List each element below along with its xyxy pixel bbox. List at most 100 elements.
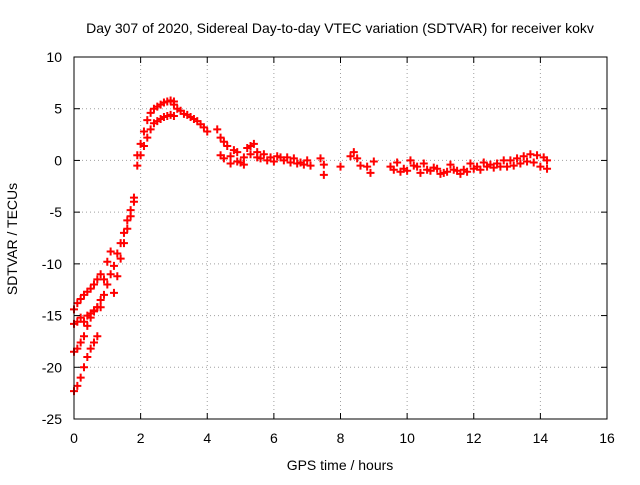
data-point (146, 125, 155, 134)
data-point (353, 154, 362, 163)
data-point (259, 150, 268, 159)
data-point (99, 290, 108, 299)
data-point (106, 270, 115, 279)
data-point (543, 156, 552, 165)
data-point (469, 164, 478, 173)
data-point (89, 338, 98, 347)
data-point (79, 317, 88, 326)
data-points (70, 96, 552, 396)
data-point (239, 160, 248, 169)
data-point (203, 127, 212, 136)
data-point (133, 161, 142, 170)
data-point (409, 161, 418, 170)
data-point (446, 160, 455, 169)
y-tick-label: -15 (42, 308, 62, 324)
data-point (136, 139, 145, 148)
data-point (96, 270, 105, 279)
data-point (143, 116, 152, 125)
x-tick-label: 14 (533, 430, 549, 446)
data-point (226, 152, 235, 161)
data-point (169, 100, 178, 109)
data-point (106, 247, 115, 256)
data-point (303, 156, 312, 165)
data-point (336, 162, 345, 171)
data-point (403, 166, 412, 175)
data-point (509, 161, 518, 170)
data-point (103, 280, 112, 289)
data-point (126, 212, 135, 221)
data-point (93, 275, 102, 284)
data-point (363, 162, 372, 171)
data-point (286, 158, 295, 167)
data-point (533, 151, 542, 160)
data-point (123, 224, 132, 233)
data-point (316, 154, 325, 163)
data-point (116, 254, 125, 263)
series-track-a (70, 110, 178, 396)
data-point (299, 160, 308, 169)
y-tick-label: -25 (42, 411, 62, 427)
data-point (113, 272, 122, 281)
data-point (369, 157, 378, 166)
data-point (199, 123, 208, 132)
data-point (523, 157, 532, 166)
y-tick-label: 5 (54, 101, 62, 117)
x-tick-label: 0 (70, 430, 78, 446)
data-point (466, 159, 475, 168)
data-point (146, 108, 155, 117)
data-point (293, 159, 302, 168)
data-point (76, 295, 85, 304)
data-point (503, 162, 512, 171)
data-point (119, 239, 128, 248)
data-point (139, 127, 148, 136)
data-point (213, 125, 222, 134)
data-point (483, 162, 492, 171)
data-point (516, 159, 525, 168)
data-point (443, 167, 452, 176)
data-point (79, 332, 88, 341)
data-point (406, 156, 415, 165)
data-point (543, 164, 552, 173)
data-point (83, 321, 92, 330)
data-point (319, 160, 328, 169)
data-point (449, 165, 458, 174)
chart-title: Day 307 of 2020, Sidereal Day-to-day VTE… (86, 20, 594, 36)
data-point (226, 159, 235, 168)
y-axis-title: SDTVAR / TECUs (4, 183, 20, 295)
data-point (73, 381, 82, 390)
data-point (356, 161, 365, 170)
data-point (233, 148, 242, 157)
data-point (223, 141, 232, 150)
x-tick-label: 4 (203, 430, 211, 446)
data-point (436, 169, 445, 178)
data-point (73, 299, 82, 308)
data-point (86, 344, 95, 353)
data-point (239, 153, 248, 162)
data-point (346, 152, 355, 161)
series-track-h (316, 148, 378, 179)
series-track-j (389, 157, 552, 178)
data-point (76, 373, 85, 382)
data-point (423, 165, 432, 174)
data-point (133, 151, 142, 160)
data-point (419, 159, 428, 168)
data-point (506, 156, 515, 165)
data-point (273, 152, 282, 161)
y-tick-label: -10 (42, 256, 62, 272)
data-point (93, 303, 102, 312)
data-point (269, 157, 278, 166)
axis-ticks: 0 2 4 6 8 10 12 14 16 -25 -20 -15 -10 -5 0 5 10 (42, 49, 615, 446)
data-point (89, 280, 98, 289)
data-point (393, 158, 402, 167)
x-tick-label: 16 (599, 430, 615, 446)
data-point (266, 153, 275, 162)
data-point (389, 165, 398, 174)
x-axis-title: GPS time / hours (287, 457, 394, 473)
data-point (249, 139, 258, 148)
data-point (479, 158, 488, 167)
data-point (366, 168, 375, 177)
data-point (86, 284, 95, 293)
data-point (463, 167, 472, 176)
